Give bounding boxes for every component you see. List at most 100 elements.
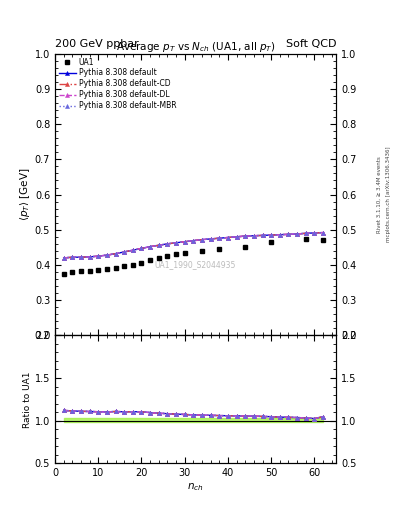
Pythia 8.308 default bbox=[217, 235, 222, 241]
Pythia 8.308 default-CD bbox=[174, 240, 178, 246]
Pythia 8.308 default-DL bbox=[105, 252, 109, 258]
Pythia 8.308 default-DL bbox=[312, 230, 317, 236]
Pythia 8.308 default-DL bbox=[182, 239, 187, 245]
Pythia 8.308 default bbox=[234, 234, 239, 240]
UA1 bbox=[243, 244, 248, 250]
Pythia 8.308 default-MBR bbox=[226, 234, 230, 241]
Pythia 8.308 default-CD bbox=[243, 233, 248, 239]
Pythia 8.308 default bbox=[139, 245, 144, 251]
Pythia 8.308 default-MBR bbox=[148, 244, 152, 250]
Pythia 8.308 default-CD bbox=[113, 251, 118, 257]
Pythia 8.308 default-DL bbox=[252, 232, 256, 239]
Pythia 8.308 default-DL bbox=[295, 231, 299, 237]
Pythia 8.308 default-DL bbox=[165, 241, 170, 247]
Pythia 8.308 default bbox=[70, 254, 75, 260]
Pythia 8.308 default-MBR bbox=[182, 239, 187, 245]
Pythia 8.308 default bbox=[200, 237, 204, 243]
Y-axis label: Ratio to UA1: Ratio to UA1 bbox=[23, 371, 32, 428]
Pythia 8.308 default-MBR bbox=[208, 236, 213, 242]
Pythia 8.308 default-MBR bbox=[70, 254, 75, 260]
Pythia 8.308 default bbox=[165, 241, 170, 247]
Pythia 8.308 default-DL bbox=[269, 232, 274, 238]
Pythia 8.308 default bbox=[252, 232, 256, 239]
Pythia 8.308 default-DL bbox=[174, 240, 178, 246]
Pythia 8.308 default-CD bbox=[217, 235, 222, 241]
Pythia 8.308 default-DL bbox=[217, 235, 222, 241]
Pythia 8.308 default-MBR bbox=[277, 231, 282, 238]
Text: mcplots.cern.ch [arXiv:1306.3436]: mcplots.cern.ch [arXiv:1306.3436] bbox=[386, 147, 391, 242]
Pythia 8.308 default bbox=[286, 231, 291, 238]
Pythia 8.308 default bbox=[174, 240, 178, 246]
Pythia 8.308 default-DL bbox=[148, 244, 152, 250]
Pythia 8.308 default bbox=[122, 249, 127, 255]
Pythia 8.308 default-CD bbox=[234, 234, 239, 240]
Pythia 8.308 default-CD bbox=[105, 252, 109, 258]
Line: Pythia 8.308 default-DL: Pythia 8.308 default-DL bbox=[62, 230, 325, 260]
Pythia 8.308 default bbox=[243, 233, 248, 239]
Pythia 8.308 default-MBR bbox=[174, 240, 178, 246]
Pythia 8.308 default-CD bbox=[61, 255, 66, 261]
Pythia 8.308 default-MBR bbox=[312, 230, 317, 236]
Pythia 8.308 default-MBR bbox=[191, 238, 196, 244]
Pythia 8.308 default-MBR bbox=[200, 237, 204, 243]
Pythia 8.308 default-DL bbox=[122, 249, 127, 255]
Pythia 8.308 default bbox=[312, 230, 317, 236]
Text: 200 GeV ppbar: 200 GeV ppbar bbox=[55, 38, 139, 49]
Pythia 8.308 default-DL bbox=[70, 254, 75, 260]
Pythia 8.308 default-DL bbox=[277, 231, 282, 238]
Pythia 8.308 default-CD bbox=[139, 245, 144, 251]
Pythia 8.308 default bbox=[321, 229, 325, 236]
UA1 bbox=[113, 265, 118, 271]
UA1 bbox=[217, 246, 222, 252]
Pythia 8.308 default-DL bbox=[156, 242, 161, 248]
Pythia 8.308 default-DL bbox=[96, 253, 101, 259]
Pythia 8.308 default-DL bbox=[200, 237, 204, 243]
Pythia 8.308 default-CD bbox=[208, 236, 213, 242]
UA1 bbox=[105, 266, 109, 272]
Pythia 8.308 default-DL bbox=[234, 234, 239, 240]
Pythia 8.308 default bbox=[208, 236, 213, 242]
Pythia 8.308 default-DL bbox=[260, 232, 265, 239]
Pythia 8.308 default-MBR bbox=[321, 229, 325, 236]
Pythia 8.308 default-CD bbox=[182, 239, 187, 245]
Pythia 8.308 default bbox=[61, 255, 66, 261]
Pythia 8.308 default-MBR bbox=[96, 253, 101, 259]
Line: Pythia 8.308 default-MBR: Pythia 8.308 default-MBR bbox=[62, 230, 325, 260]
Pythia 8.308 default bbox=[260, 232, 265, 239]
UA1 bbox=[156, 255, 161, 261]
Pythia 8.308 default-DL bbox=[113, 251, 118, 257]
Pythia 8.308 default-MBR bbox=[87, 254, 92, 260]
Pythia 8.308 default-CD bbox=[260, 232, 265, 239]
Pythia 8.308 default-DL bbox=[321, 229, 325, 236]
Pythia 8.308 default-CD bbox=[295, 231, 299, 237]
Pythia 8.308 default bbox=[226, 234, 230, 241]
Pythia 8.308 default bbox=[96, 253, 101, 259]
Pythia 8.308 default-CD bbox=[191, 238, 196, 244]
Pythia 8.308 default-DL bbox=[286, 231, 291, 238]
Pythia 8.308 default-CD bbox=[87, 254, 92, 260]
Pythia 8.308 default bbox=[269, 232, 274, 238]
Pythia 8.308 default-MBR bbox=[303, 230, 308, 237]
UA1 bbox=[79, 268, 83, 274]
Pythia 8.308 default bbox=[295, 231, 299, 237]
UA1 bbox=[61, 271, 66, 277]
Pythia 8.308 default-CD bbox=[165, 241, 170, 247]
UA1 bbox=[269, 239, 274, 245]
Pythia 8.308 default-MBR bbox=[217, 235, 222, 241]
Pythia 8.308 default-MBR bbox=[61, 255, 66, 261]
Pythia 8.308 default-MBR bbox=[234, 234, 239, 240]
Pythia 8.308 default-DL bbox=[303, 230, 308, 237]
Pythia 8.308 default-CD bbox=[303, 230, 308, 237]
Pythia 8.308 default-CD bbox=[312, 230, 317, 236]
Pythia 8.308 default-DL bbox=[139, 245, 144, 251]
Pythia 8.308 default-DL bbox=[79, 254, 83, 260]
Pythia 8.308 default-DL bbox=[243, 233, 248, 239]
Pythia 8.308 default bbox=[277, 231, 282, 238]
Pythia 8.308 default bbox=[87, 254, 92, 260]
Pythia 8.308 default bbox=[182, 239, 187, 245]
Pythia 8.308 default-DL bbox=[130, 247, 135, 253]
Pythia 8.308 default-CD bbox=[269, 232, 274, 238]
UA1 bbox=[321, 237, 325, 243]
Line: Pythia 8.308 default-CD: Pythia 8.308 default-CD bbox=[62, 230, 325, 260]
Pythia 8.308 default bbox=[130, 247, 135, 253]
